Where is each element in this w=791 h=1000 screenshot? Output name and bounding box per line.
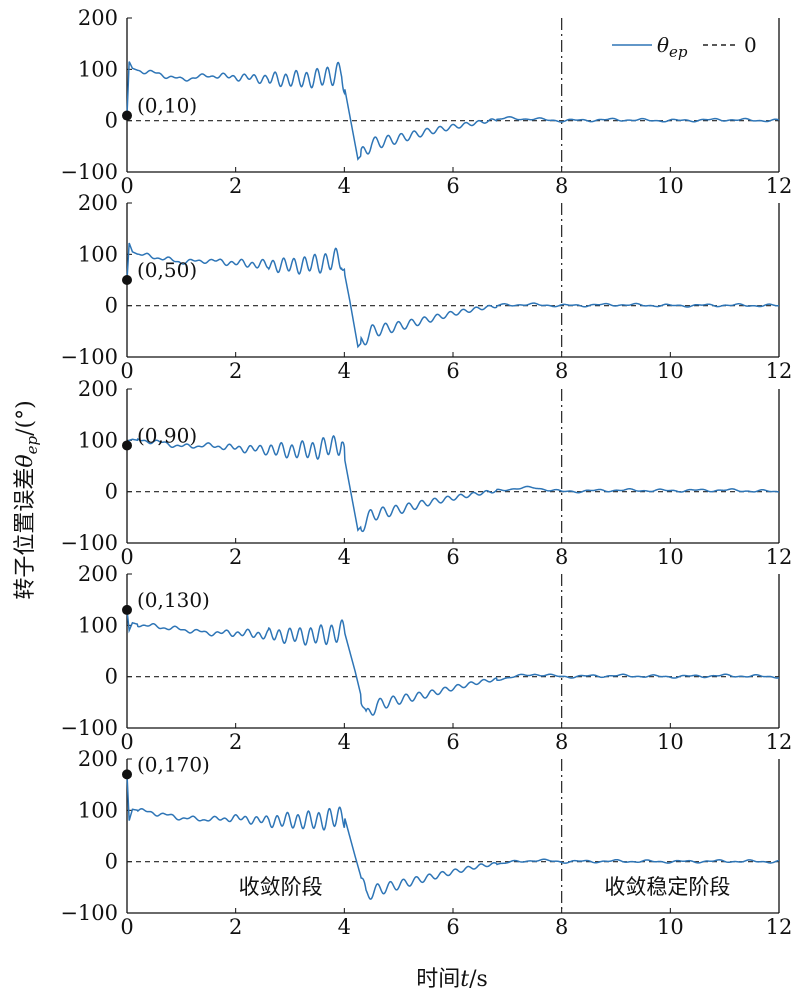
y-tick-label: −100 bbox=[60, 531, 118, 555]
legend-sub: ep bbox=[669, 43, 688, 61]
theta-ep-curve bbox=[126, 61, 780, 161]
x-tick-label: 2 bbox=[229, 730, 242, 754]
y-tick-label: 0 bbox=[105, 294, 118, 318]
theta-ep-curve bbox=[126, 242, 780, 349]
x-tick-label: 10 bbox=[657, 359, 684, 383]
start-point-marker bbox=[122, 769, 132, 780]
x-tick-label: 6 bbox=[446, 730, 459, 754]
y-tick-label: 100 bbox=[78, 798, 118, 822]
start-point-marker bbox=[122, 604, 132, 615]
y-tick-label: 100 bbox=[78, 428, 118, 452]
y-tick-label: 200 bbox=[78, 377, 118, 401]
y-tick-label: −100 bbox=[60, 160, 118, 184]
start-point-label: (0,130) bbox=[137, 588, 210, 612]
x-axis-label: 时间t/s bbox=[416, 967, 488, 992]
y-label-sub: ep bbox=[23, 436, 41, 455]
x-tick-label: 2 bbox=[229, 174, 242, 198]
y-tick-label: 0 bbox=[105, 850, 118, 874]
theta-ep-curve bbox=[126, 434, 780, 533]
legend: θep 0 bbox=[612, 33, 757, 61]
x-label-text: 时间 bbox=[416, 967, 460, 992]
y-tick-label: 100 bbox=[78, 613, 118, 637]
y-label-theta: θ bbox=[13, 454, 38, 467]
x-label-unit: /s bbox=[469, 967, 488, 992]
legend-series-label: θep bbox=[657, 33, 688, 61]
y-tick-label: −100 bbox=[60, 901, 118, 925]
start-point-marker bbox=[122, 110, 132, 121]
x-tick-label: 10 bbox=[657, 915, 684, 939]
x-tick-label: 6 bbox=[446, 174, 459, 198]
x-tick-label: 4 bbox=[338, 730, 351, 754]
x-tick-label: 0 bbox=[120, 915, 133, 939]
x-tick-label: 0 bbox=[120, 545, 133, 569]
start-point-label: (0,90) bbox=[137, 423, 197, 447]
start-point-marker bbox=[122, 440, 132, 451]
theta-ep-curve bbox=[126, 609, 780, 716]
theta-ep-curve bbox=[126, 774, 780, 900]
x-tick-label: 0 bbox=[120, 174, 133, 198]
x-tick-label: 6 bbox=[446, 545, 459, 569]
x-tick-label: 4 bbox=[338, 359, 351, 383]
x-tick-label: 2 bbox=[229, 915, 242, 939]
x-tick-label: 8 bbox=[555, 359, 568, 383]
x-tick-label: 12 bbox=[766, 730, 791, 754]
y-label-text: 转子位置误差 bbox=[13, 468, 38, 600]
start-point-label: (0,10) bbox=[137, 94, 197, 118]
legend-dash-label: 0 bbox=[744, 33, 757, 57]
x-tick-label: 4 bbox=[338, 545, 351, 569]
x-tick-label: 12 bbox=[766, 174, 791, 198]
x-tick-label: 10 bbox=[657, 730, 684, 754]
y-tick-label: −100 bbox=[60, 345, 118, 369]
start-point-label: (0,50) bbox=[137, 258, 197, 282]
x-tick-label: 12 bbox=[766, 359, 791, 383]
x-label-t: t bbox=[460, 967, 469, 992]
y-tick-label: −100 bbox=[60, 716, 118, 740]
x-tick-label: 6 bbox=[446, 915, 459, 939]
legend-theta: θ bbox=[657, 33, 669, 57]
x-tick-label: 2 bbox=[229, 359, 242, 383]
y-tick-label: 0 bbox=[105, 665, 118, 689]
x-tick-label: 12 bbox=[766, 915, 791, 939]
y-tick-label: 200 bbox=[78, 747, 118, 771]
x-tick-label: 0 bbox=[120, 359, 133, 383]
start-point-label: (0,170) bbox=[137, 752, 210, 776]
y-tick-label: 200 bbox=[78, 191, 118, 215]
x-tick-label: 0 bbox=[120, 730, 133, 754]
x-tick-label: 8 bbox=[555, 545, 568, 569]
x-tick-label: 4 bbox=[338, 174, 351, 198]
y-axis-label: 转子位置误差θep/(°) bbox=[13, 400, 41, 599]
x-tick-label: 8 bbox=[555, 730, 568, 754]
y-tick-label: 100 bbox=[78, 57, 118, 81]
stage-label-convergence: 收敛阶段 bbox=[239, 875, 323, 899]
y-label-unit: /(°) bbox=[13, 400, 38, 436]
x-tick-label: 8 bbox=[555, 174, 568, 198]
x-tick-label: 12 bbox=[766, 545, 791, 569]
x-tick-label: 8 bbox=[555, 915, 568, 939]
start-point-marker bbox=[122, 275, 132, 285]
y-tick-label: 100 bbox=[78, 242, 118, 266]
x-tick-label: 4 bbox=[338, 915, 351, 939]
y-tick-label: 0 bbox=[105, 480, 118, 504]
y-tick-label: 0 bbox=[105, 109, 118, 133]
y-tick-label: 200 bbox=[78, 562, 118, 586]
x-tick-label: 10 bbox=[657, 545, 684, 569]
stage-label-steady: 收敛稳定阶段 bbox=[604, 875, 730, 899]
x-tick-label: 2 bbox=[229, 545, 242, 569]
y-tick-label: 200 bbox=[78, 6, 118, 30]
x-tick-label: 10 bbox=[657, 174, 684, 198]
x-tick-label: 6 bbox=[446, 359, 459, 383]
